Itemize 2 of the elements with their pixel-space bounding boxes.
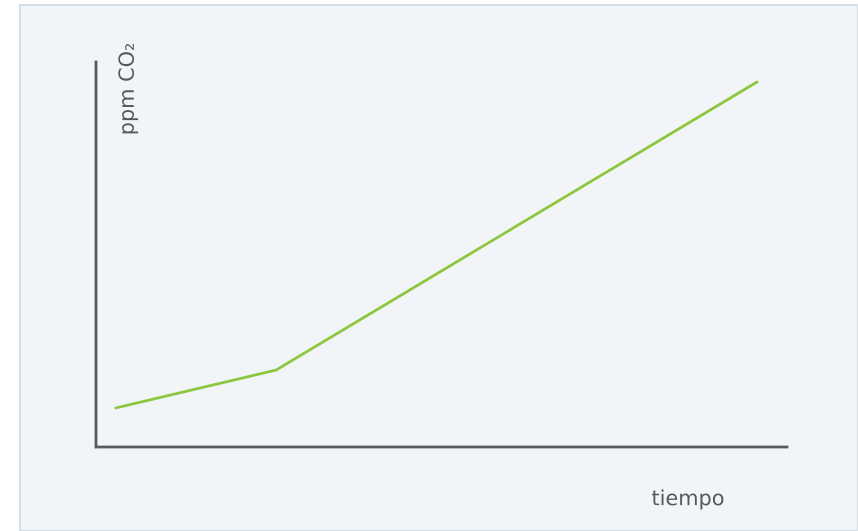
x-axis-title: tiempo — [652, 489, 724, 510]
y-axis-title: ppm CO₂ — [118, 44, 138, 134]
